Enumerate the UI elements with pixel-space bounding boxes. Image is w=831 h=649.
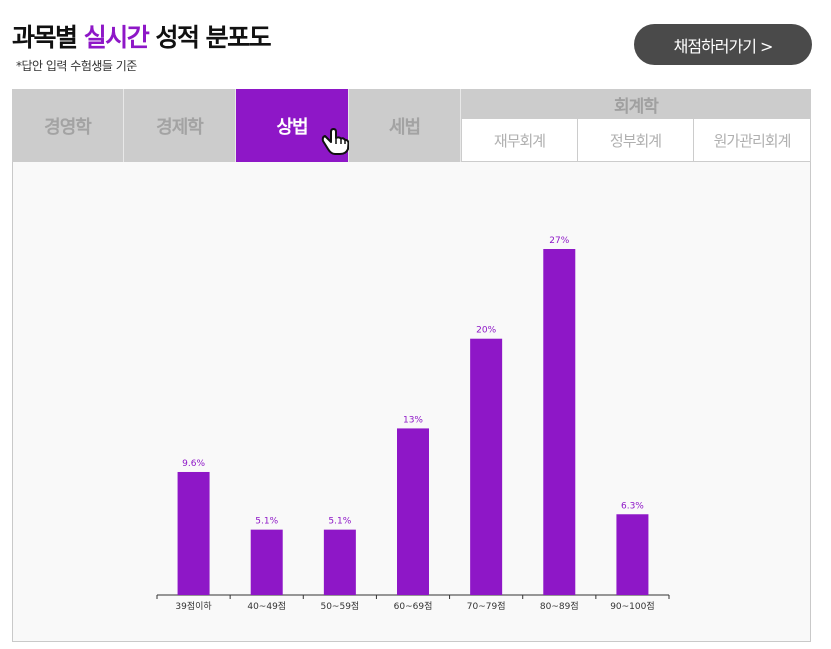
bar-5 bbox=[543, 249, 576, 595]
bar-value-label: 20% bbox=[476, 326, 496, 336]
bar-3 bbox=[397, 428, 429, 595]
x-tick-label: 40~49점 bbox=[247, 600, 286, 612]
page-title: 과목별 실시간 성적 분포도 bbox=[12, 18, 272, 54]
bar-4 bbox=[470, 338, 503, 595]
tab-business[interactable]: 경영학 bbox=[12, 89, 124, 162]
subtab-financial-accounting[interactable]: 재무회계 bbox=[461, 119, 578, 162]
tab-group-accounting: 회계학 bbox=[461, 89, 811, 119]
bar-value-label: 5.1% bbox=[328, 517, 351, 527]
chart-panel: 9.6% 39점이하 5.1% 40~49점 5.1% 50~59점 13% 60~69점 20… bbox=[12, 162, 811, 642]
bar-2 bbox=[323, 529, 356, 595]
tab-economics[interactable]: 경제학 bbox=[124, 89, 236, 162]
score-distribution-chart: 9.6% 39점이하 5.1% 40~49점 5.1% 50~59점 13% 60~69점 20… bbox=[156, 236, 670, 612]
x-tick-label: 39점이하 bbox=[175, 600, 212, 612]
bar-6 bbox=[616, 514, 649, 595]
hand-pointer-icon bbox=[321, 128, 350, 155]
subtab-government-accounting[interactable]: 정부회계 bbox=[577, 119, 694, 162]
go-grading-button[interactable]: 채점하러가기 > bbox=[634, 24, 812, 65]
x-tick-label: 50~59점 bbox=[320, 600, 359, 612]
title-accent: 실시간 bbox=[83, 23, 150, 52]
bar-1 bbox=[250, 529, 283, 595]
subtab-cost-management-accounting[interactable]: 원가관리회계 bbox=[693, 119, 811, 162]
tab-commercial-law-label: 상법 bbox=[276, 116, 308, 138]
title-suffix: 성적 분포도 bbox=[155, 23, 271, 52]
basis-note: *답안 입력 수험생들 기준 bbox=[16, 59, 137, 73]
bar-value-label: 9.6% bbox=[182, 459, 205, 469]
x-tick-label: 60~69점 bbox=[394, 600, 433, 612]
title-prefix: 과목별 bbox=[12, 23, 78, 52]
subject-tabs: 경영학 경제학 상법 세법 회계학 재무회계 정부회계 원가관리회계 bbox=[12, 89, 811, 162]
bar-value-label: 5.1% bbox=[255, 517, 278, 527]
x-tick-label: 80~89점 bbox=[540, 600, 579, 612]
tab-commercial-law[interactable]: 상법 bbox=[236, 89, 350, 162]
bar-value-label: 27% bbox=[549, 236, 569, 246]
x-tick-label: 70~79점 bbox=[467, 600, 506, 612]
tab-tax-law[interactable]: 세법 bbox=[349, 89, 461, 162]
bar-0 bbox=[177, 471, 210, 595]
x-tick-label: 90~100점 bbox=[610, 600, 654, 612]
bar-value-label: 6.3% bbox=[621, 501, 644, 511]
bar-value-label: 13% bbox=[403, 415, 423, 425]
